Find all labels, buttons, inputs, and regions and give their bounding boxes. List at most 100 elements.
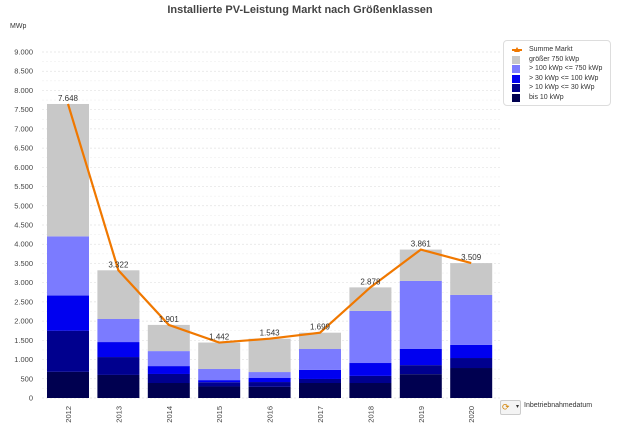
x-tick-label: 2017: [316, 406, 325, 423]
y-tick-label: 4.500: [14, 221, 33, 230]
bar-segment[interactable]: [349, 383, 392, 398]
bar-segment[interactable]: [248, 382, 291, 387]
bar-segment[interactable]: [399, 280, 442, 349]
x-tick-label: 2020: [467, 406, 476, 423]
bar-segment[interactable]: [248, 378, 291, 383]
summe-markt-polyline: [66, 103, 472, 344]
bar-segment[interactable]: [299, 378, 341, 384]
chevron-down-icon: ▾: [515, 404, 519, 410]
bar-segment[interactable]: [299, 332, 341, 349]
bar-2016[interactable]: [248, 338, 291, 398]
drill-icon: ⟳: [502, 402, 510, 412]
bar-2015[interactable]: [198, 342, 241, 398]
bar-2014[interactable]: [147, 324, 190, 398]
bar-segment[interactable]: [349, 287, 392, 311]
bar-2012[interactable]: [47, 103, 89, 398]
y-tick-label: 2.000: [14, 317, 33, 326]
bar-2020[interactable]: [450, 263, 493, 398]
bar-segment[interactable]: [248, 372, 291, 379]
x-axis-labels: 2012 2013 2014 2015 2016 2017 2018 2019 2020: [64, 406, 476, 423]
bar-segment[interactable]: [147, 324, 190, 352]
bar-segment[interactable]: [299, 348, 341, 370]
data-label: 1.442: [209, 333, 230, 342]
bar-2018[interactable]: [349, 287, 392, 398]
y-tick-label: 5.000: [14, 201, 33, 210]
color-swatch-icon: [512, 74, 520, 83]
bar-segment[interactable]: [97, 270, 140, 319]
data-label: 7.648: [58, 94, 79, 103]
bar-segment[interactable]: [47, 295, 89, 331]
x-tick-label: 2016: [266, 406, 275, 423]
color-swatch-icon: [512, 65, 520, 74]
bar-segment[interactable]: [248, 338, 291, 373]
data-label: 3.509: [461, 253, 482, 262]
x-tick-label: 2019: [417, 406, 426, 423]
summe-markt-line: 7.648 3.322 1.901 1.442 1.543 1.699 2.878 3.861…: [58, 94, 482, 344]
y-tick-label: 7.500: [14, 105, 33, 114]
legend-label: > 100 kWp <= 750 kWp: [529, 65, 603, 73]
legend: Summe Markt größer 750 kWp > 100 kWp <= 75…: [503, 40, 611, 106]
y-tick-label: 500: [20, 374, 33, 383]
color-swatch-icon: [512, 55, 520, 64]
y-tick-label: 6.000: [14, 163, 33, 172]
bar-segment[interactable]: [147, 383, 190, 398]
bar-segment[interactable]: [248, 386, 291, 398]
legend-label: bis 10 kWp: [529, 94, 564, 101]
bar-segment[interactable]: [349, 310, 392, 364]
bar-2019[interactable]: [399, 249, 442, 398]
bar-segment[interactable]: [198, 380, 241, 383]
drilldown-button[interactable]: ⟳ ▾: [500, 400, 521, 415]
y-tick-label: 5.500: [14, 182, 33, 191]
y-tick-label: 1.500: [14, 336, 33, 345]
bar-segment[interactable]: [147, 351, 190, 367]
bar-2013[interactable]: [97, 270, 140, 398]
data-label: 1.543: [260, 329, 281, 338]
bar-segment[interactable]: [349, 375, 392, 384]
bar-segment[interactable]: [47, 330, 89, 372]
bar-segment[interactable]: [450, 344, 493, 359]
legend-label: > 30 kWp <= 100 kWp: [529, 74, 599, 82]
bar-segment[interactable]: [399, 374, 442, 398]
bar-segment[interactable]: [97, 374, 140, 398]
y-tick-label: 8.000: [14, 86, 33, 95]
bar-segment[interactable]: [47, 371, 89, 398]
bar-segment[interactable]: [450, 263, 493, 295]
y-axis-unit: MWp: [10, 23, 27, 30]
legend-label: Summe Markt: [529, 46, 573, 53]
bar-segment[interactable]: [399, 249, 442, 281]
line-marker-icon: [512, 46, 522, 54]
bar-segment[interactable]: [450, 358, 493, 369]
y-tick-label: 6.500: [14, 144, 33, 153]
y-tick-label: 9.000: [14, 48, 33, 57]
bar-segment[interactable]: [97, 342, 140, 358]
data-label: 1.699: [310, 323, 331, 332]
bar-segment[interactable]: [299, 383, 341, 398]
bar-segment[interactable]: [198, 368, 241, 381]
bar-segment[interactable]: [198, 342, 241, 369]
bar-segment[interactable]: [198, 386, 241, 398]
y-tick-label: 7.000: [14, 124, 33, 133]
bar-segment[interactable]: [47, 236, 89, 296]
bar-segment[interactable]: [399, 365, 442, 375]
bar-segment[interactable]: [97, 318, 140, 343]
y-tick-label: 0: [29, 394, 33, 403]
bar-segment[interactable]: [97, 357, 140, 375]
bar-segment[interactable]: [198, 382, 241, 387]
bar-segment[interactable]: [349, 363, 392, 376]
bar-segment[interactable]: [147, 366, 190, 374]
x-tick-label: 2014: [165, 406, 174, 423]
bar-segment[interactable]: [399, 348, 442, 366]
bar-segment[interactable]: [147, 373, 190, 384]
bar-segment[interactable]: [450, 294, 493, 345]
bar-segment[interactable]: [47, 103, 89, 237]
data-label: 3.322: [108, 260, 129, 269]
color-swatch-icon: [512, 84, 520, 93]
bar-segment[interactable]: [450, 368, 493, 398]
bar-2017[interactable]: [299, 332, 341, 398]
drilldown-label: Inbetriebnahmedatum: [524, 402, 593, 409]
y-tick-label: 1.000: [14, 355, 33, 364]
data-label: 3.861: [411, 240, 432, 249]
x-tick-label: 2013: [114, 406, 123, 423]
bar-segment[interactable]: [299, 369, 341, 379]
